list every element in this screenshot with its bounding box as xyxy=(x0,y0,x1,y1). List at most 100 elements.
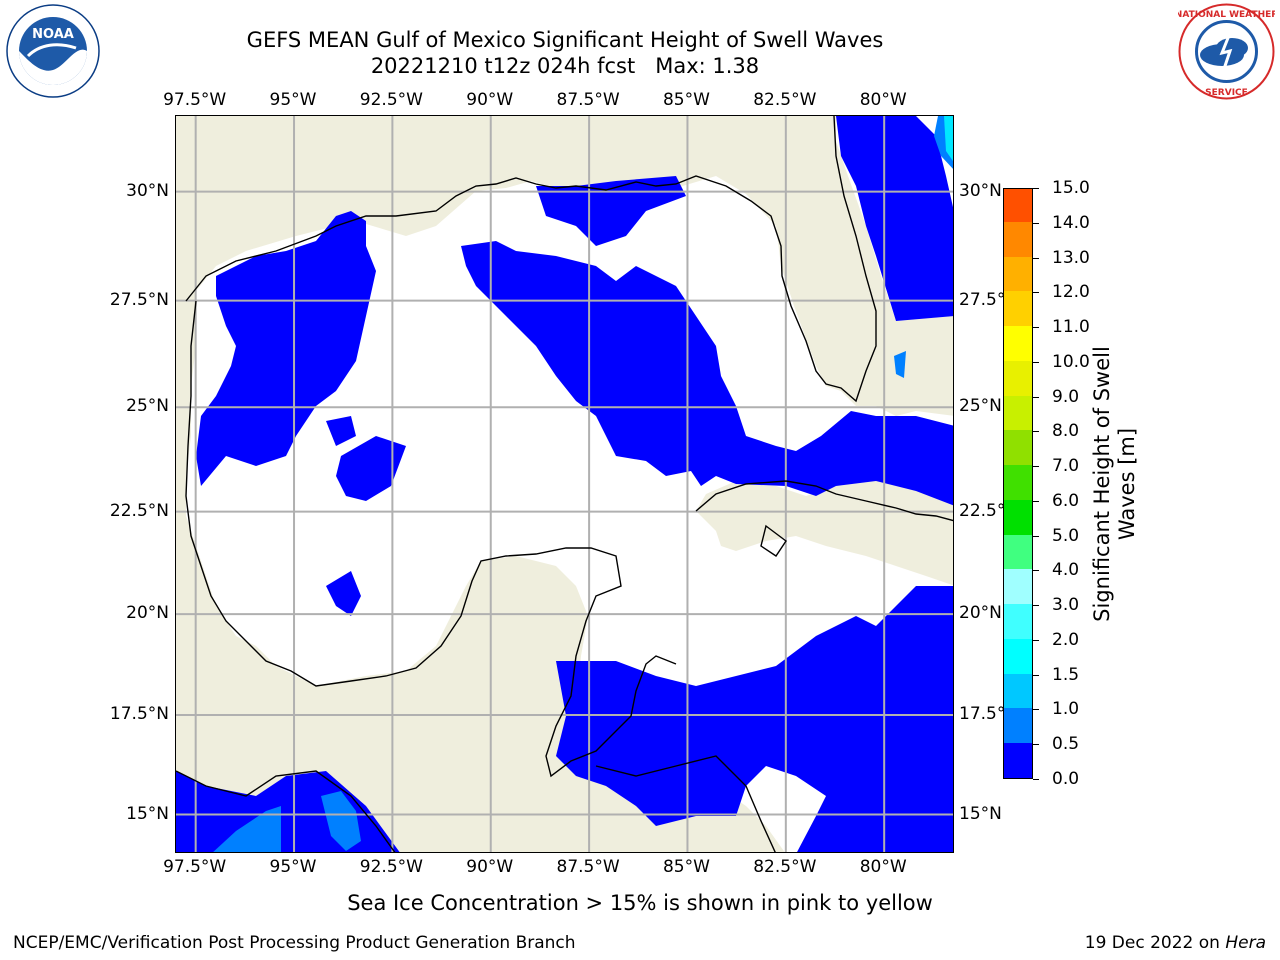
map-canvas xyxy=(176,116,953,852)
colorbar-tick-0: 0.0 xyxy=(1052,769,1080,789)
lon-tick-top-3: 90°W xyxy=(466,90,514,110)
colorbar-tickmark-2 xyxy=(1033,709,1039,711)
lat-tick-left-3: 22.5°N xyxy=(109,500,169,521)
lat-tick-left-4: 20°N xyxy=(126,603,169,624)
colorbar-tick-11: 9.0 xyxy=(1052,386,1080,407)
colorbar-tickmark-5 xyxy=(1033,605,1039,607)
lon-tick-bottom-2: 92.5°W xyxy=(359,857,423,877)
colorbar-segment-2 xyxy=(1004,673,1032,709)
colorbar-segment-3 xyxy=(1004,638,1032,674)
colorbar-segment-13 xyxy=(1004,290,1032,327)
lon-tick-bottom-3: 90°W xyxy=(466,857,514,877)
lat-tick-right-4: 20°N xyxy=(959,603,1002,624)
colorbar-tickmark-7 xyxy=(1033,535,1039,537)
lon-tick-top-6: 82.5°W xyxy=(753,90,817,110)
colorbar-segment-1 xyxy=(1004,707,1032,744)
lon-tick-bottom-1: 95°W xyxy=(269,857,317,877)
lon-tick-top-2: 92.5°W xyxy=(359,90,423,110)
chart-title: GEFS MEAN Gulf of Mexico Significant Hei… xyxy=(246,28,884,52)
swell-contour-1.0-1.5 xyxy=(944,116,953,162)
swell-contour-0-0.5 xyxy=(196,116,953,852)
colorbar-tick-8: 6.0 xyxy=(1052,490,1080,511)
lat-tick-left-2: 25°N xyxy=(126,396,169,417)
colorbar-tick-16: 14.0 xyxy=(1052,212,1090,233)
colorbar-tick-10: 8.0 xyxy=(1052,421,1080,442)
lon-tick-top-4: 87.5°W xyxy=(556,90,620,110)
colorbar-tickmark-14 xyxy=(1033,292,1039,294)
colorbar-segment-10 xyxy=(1004,395,1032,431)
lat-tick-right-2: 25°N xyxy=(959,396,1002,417)
colorbar-segment-15 xyxy=(1004,221,1032,257)
lat-tick-left-5: 17.5°N xyxy=(109,704,169,724)
footer-host: Hera xyxy=(1225,933,1266,953)
colorbar-segment-7 xyxy=(1004,499,1032,535)
colorbar-tickmark-0 xyxy=(1033,779,1039,780)
colorbar-tickmark-16 xyxy=(1033,222,1039,224)
colorbar-tickmark-1 xyxy=(1033,744,1039,746)
lon-tick-bottom-5: 85°W xyxy=(662,857,710,877)
colorbar-tick-15: 13.0 xyxy=(1052,247,1090,268)
nws-logo: NATIONAL WEATHER SERVICE xyxy=(1175,3,1278,100)
colorbar-tickmark-6 xyxy=(1033,570,1039,572)
colorbar-segment-8 xyxy=(1004,464,1032,500)
colorbar-label: Significant Height of Swell Waves [m] xyxy=(1090,324,1140,644)
lon-tick-bottom-0: 97.5°W xyxy=(163,857,227,877)
sea-ice-note: Sea Ice Concentration > 15% is shown in … xyxy=(347,891,933,915)
colorbar-tick-7: 5.0 xyxy=(1052,525,1080,546)
colorbar-tickmark-3 xyxy=(1033,674,1039,676)
lon-tick-bottom-4: 87.5°W xyxy=(556,857,620,877)
colorbar-tickmark-12 xyxy=(1033,361,1039,363)
colorbar-tickmark-15 xyxy=(1033,257,1039,259)
colorbar-segment-14 xyxy=(1004,255,1032,292)
lat-tick-left-0: 30°N xyxy=(126,180,169,201)
noaa-logo: NOAA xyxy=(6,4,100,98)
lat-tick-right-0: 30°N xyxy=(959,180,1002,201)
colorbar-segment-16 xyxy=(1004,189,1032,222)
colorbar-tick-5: 3.0 xyxy=(1052,595,1080,616)
colorbar-tickmark-17 xyxy=(1033,188,1039,189)
svg-text:NATIONAL WEATHER: NATIONAL WEATHER xyxy=(1178,10,1275,20)
map-panel xyxy=(175,115,954,853)
colorbar-tickmark-9 xyxy=(1033,466,1039,468)
map-gridlines xyxy=(176,116,953,852)
svg-text:NOAA: NOAA xyxy=(32,27,74,42)
colorbar-segment-0 xyxy=(1004,742,1032,778)
colorbar-tick-13: 11.0 xyxy=(1052,317,1090,338)
colorbar xyxy=(1003,188,1033,779)
colorbar-segment-9 xyxy=(1004,429,1032,466)
colorbar-tick-14: 12.0 xyxy=(1052,282,1090,303)
footer-date-text: 19 Dec 2022 on xyxy=(1084,933,1226,953)
colorbar-segment-6 xyxy=(1004,534,1032,570)
colorbar-tickmark-13 xyxy=(1033,327,1039,329)
colorbar-tick-3: 1.5 xyxy=(1052,664,1080,685)
lon-tick-top-5: 85°W xyxy=(662,90,710,110)
chart-subtitle: 20221210 t12z 024h fcst Max: 1.38 xyxy=(370,54,760,78)
colorbar-segment-12 xyxy=(1004,325,1032,361)
lon-tick-bottom-6: 82.5°W xyxy=(753,857,817,877)
colorbar-tick-6: 4.0 xyxy=(1052,560,1080,581)
colorbar-tickmark-10 xyxy=(1033,431,1039,433)
lat-tick-left-6: 15°N xyxy=(126,803,169,824)
colorbar-tick-2: 1.0 xyxy=(1052,699,1080,720)
colorbar-tickmark-11 xyxy=(1033,396,1039,398)
lat-tick-right-6: 15°N xyxy=(959,803,1002,824)
lon-tick-top-7: 80°W xyxy=(859,90,907,110)
colorbar-segment-5 xyxy=(1004,568,1032,605)
colorbar-label-text: Significant Height of Swell Waves [m] xyxy=(1090,346,1139,622)
footer-credit: NCEP/EMC/Verification Post Processing Pr… xyxy=(13,933,576,953)
coastlines xyxy=(176,116,953,852)
colorbar-tick-9: 7.0 xyxy=(1052,456,1080,477)
colorbar-tick-17: 15.0 xyxy=(1052,178,1090,198)
lon-tick-top-0: 97.5°W xyxy=(163,90,227,110)
lat-tick-left-1: 27.5°N xyxy=(109,289,169,310)
svg-text:SERVICE: SERVICE xyxy=(1205,88,1248,98)
footer-date: 19 Dec 2022 on Hera xyxy=(1085,933,1266,953)
colorbar-segment-4 xyxy=(1004,603,1032,639)
colorbar-segment-11 xyxy=(1004,360,1032,396)
pacific-sw xyxy=(176,771,400,852)
colorbar-tickmark-8 xyxy=(1033,500,1039,502)
lon-tick-top-1: 95°W xyxy=(269,90,317,110)
colorbar-tick-12: 10.0 xyxy=(1052,351,1090,372)
lon-tick-bottom-7: 80°W xyxy=(859,857,907,877)
colorbar-tick-4: 2.0 xyxy=(1052,629,1080,650)
